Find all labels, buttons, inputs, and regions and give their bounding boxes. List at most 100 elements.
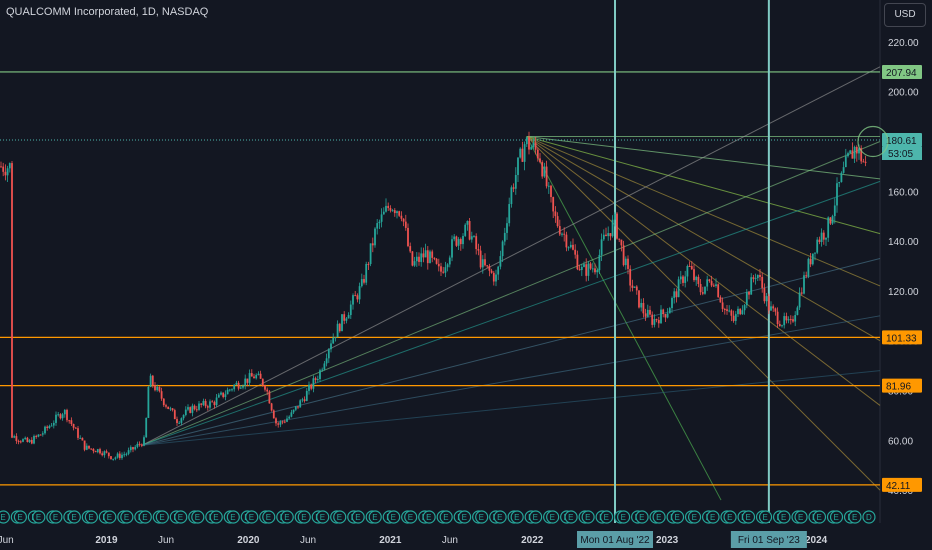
event-icon[interactable] [191,510,205,524]
event-icon[interactable] [458,510,472,524]
event-icon[interactable] [493,510,507,524]
event-icon[interactable] [280,510,294,524]
event-icon[interactable] [812,510,827,524]
price-label: 42.11 [886,481,911,492]
candle-body [728,310,731,312]
event-icon[interactable] [404,510,418,524]
candle-body [602,234,605,240]
candle-body [121,454,123,459]
candle-body [750,277,753,295]
candle-body [657,320,660,324]
event-icon[interactable] [120,510,134,524]
event-icon[interactable] [297,510,311,524]
candle-body [697,276,700,284]
fan-line [141,370,881,446]
event-icon[interactable] [829,510,844,524]
event-icon[interactable] [32,510,46,524]
candle-body [4,171,7,176]
candle-body [770,306,772,311]
event-icon[interactable] [84,510,98,524]
candle-body [211,401,214,403]
event-icon[interactable] [103,510,117,524]
candle-body [462,235,464,245]
currency-button[interactable]: USD [884,3,926,27]
candle-body [492,272,495,282]
candle-body [501,241,504,257]
candle-body [398,211,401,216]
candle-body [607,233,610,237]
event-icon[interactable] [706,510,720,524]
candle-body [253,376,255,379]
event-icon[interactable] [226,510,240,524]
event-icon[interactable] [794,510,808,524]
event-icon[interactable] [741,510,756,524]
event-icon[interactable] [723,510,737,524]
candle-body [294,406,297,410]
candle-body [341,314,343,332]
event-icon[interactable] [262,510,276,524]
event-label: D [866,513,872,522]
candle-body [158,386,161,392]
event-icon[interactable] [67,510,81,524]
event-icon[interactable] [687,510,702,524]
event-icon[interactable] [862,510,876,524]
candle-body [743,305,746,311]
candle-body [477,249,480,251]
event-icon[interactable] [599,510,614,524]
event-label: E [266,513,271,522]
event-label: E [88,513,93,522]
event-icon[interactable] [546,510,560,524]
candle-body [809,258,812,265]
candle-body [96,449,99,453]
event-icon[interactable] [13,510,27,524]
event-icon[interactable] [581,510,595,524]
event-icon[interactable] [777,510,791,524]
event-icon[interactable] [155,510,169,524]
candle-body [864,161,867,163]
candle-body [118,453,121,459]
candle-body [125,453,128,455]
candle-body [528,137,530,150]
event-icon[interactable] [333,510,347,524]
candle-body [371,243,374,246]
event-icon[interactable] [316,510,330,524]
event-icon[interactable] [758,510,773,524]
event-icon[interactable] [351,510,365,524]
event-icon[interactable] [529,510,543,524]
candle-body [279,421,282,425]
event-icon[interactable] [439,510,453,524]
event-icon[interactable] [174,510,188,524]
candle-body [308,384,310,391]
event-icon[interactable] [564,510,578,524]
candle-body [70,420,73,424]
candle-body [831,216,834,224]
candle-body [420,253,423,262]
event-icon[interactable] [0,510,10,524]
event-icon[interactable] [652,510,666,524]
event-icon[interactable] [245,510,259,524]
event-icon[interactable] [635,510,649,524]
fan-line [526,136,722,501]
candle-body [72,423,75,428]
candle-body [99,449,101,454]
event-icon[interactable] [138,510,152,524]
event-icon[interactable] [475,510,489,524]
price-label-box [882,64,922,79]
candle-body [701,292,704,294]
event-icon[interactable] [848,510,862,524]
event-icon[interactable] [209,510,223,524]
candle-body [825,237,827,240]
candle-body [574,249,577,255]
event-icon[interactable] [617,510,631,524]
candle-body [380,214,383,222]
candle-body [651,314,654,325]
event-label: E [53,513,58,522]
candle-body [356,295,359,300]
event-icon[interactable] [510,510,524,524]
event-icon[interactable] [49,510,63,524]
event-icon[interactable] [422,510,436,524]
event-icon[interactable] [670,510,685,524]
event-icon[interactable] [387,510,401,524]
event-icon[interactable] [368,510,382,524]
